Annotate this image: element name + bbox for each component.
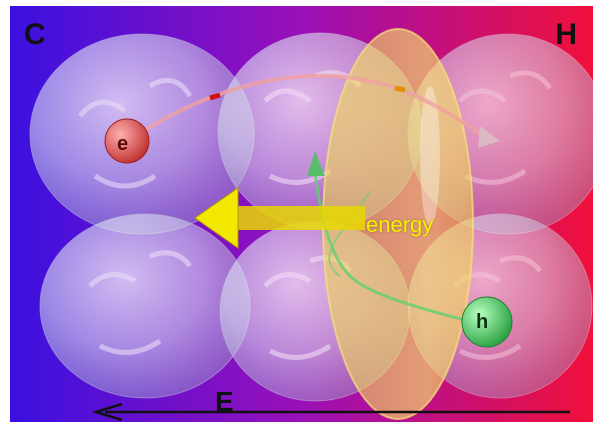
hole-label: h xyxy=(476,311,489,333)
ellipse-highlight xyxy=(420,86,440,226)
electron-particle xyxy=(104,118,150,164)
electron-path-marker-1 xyxy=(209,92,221,101)
hole-particle xyxy=(461,296,513,348)
energy-axis-arrowhead xyxy=(91,402,123,422)
electron-label: e xyxy=(117,133,129,155)
energy-label: energy xyxy=(366,212,434,237)
hole-path-branch xyxy=(328,190,371,277)
energy-arrow-shaft xyxy=(235,206,365,230)
cold-side-label: C xyxy=(24,18,46,51)
electron-path xyxy=(126,74,492,143)
energy-axis-label: E xyxy=(215,386,234,417)
hole-path-arrowhead xyxy=(307,151,325,176)
diagram-scene: C H E energy e h xyxy=(10,6,593,422)
electron-path-arrowhead xyxy=(478,126,500,148)
energy-arrow-head xyxy=(194,187,239,249)
diagram-svg xyxy=(10,6,593,422)
blob-bottom-left xyxy=(39,213,251,399)
hot-side-label: H xyxy=(555,18,577,51)
electron-path-marker-2 xyxy=(394,85,406,93)
